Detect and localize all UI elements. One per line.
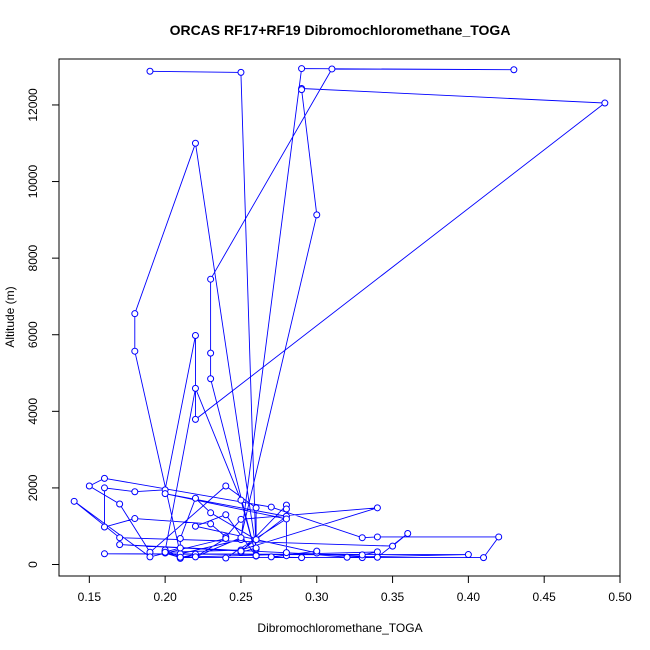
data-point [252, 552, 260, 560]
data-point [131, 488, 139, 496]
data-point [222, 554, 230, 562]
data-point [100, 550, 108, 558]
data-point [176, 553, 184, 561]
y-tick-label: 0 [26, 561, 40, 568]
data-point [207, 509, 215, 517]
x-tick-label: 0.25 [229, 590, 253, 604]
data-point [85, 482, 93, 490]
data-point [313, 547, 321, 555]
data-point [146, 67, 154, 75]
data-point [191, 415, 199, 423]
data-point [404, 529, 412, 537]
data-point [146, 553, 154, 561]
data-point [298, 554, 306, 562]
data-point [222, 482, 230, 490]
data-point [237, 496, 245, 504]
data-point [282, 515, 290, 523]
data-point [282, 549, 290, 557]
series-points [70, 65, 609, 562]
data-point [328, 65, 336, 73]
data-point [161, 490, 169, 498]
data-point [191, 139, 199, 147]
data-point [100, 523, 108, 531]
data-point [131, 310, 139, 318]
data-point [207, 349, 215, 357]
data-point [601, 99, 609, 107]
data-point [389, 542, 397, 550]
data-point [237, 547, 245, 555]
data-point [191, 331, 199, 339]
data-point [161, 548, 169, 556]
data-point [131, 347, 139, 355]
x-axis-label: Dibromochloromethane_TOGA [257, 621, 422, 635]
y-axis-label: Altitude (m) [3, 286, 17, 347]
data-point [116, 500, 124, 508]
data-point [343, 553, 351, 561]
data-point [116, 534, 124, 542]
data-point [116, 541, 124, 549]
x-tick-label: 0.40 [457, 590, 481, 604]
data-point [100, 484, 108, 492]
y-tick-label: 12000 [26, 88, 40, 122]
data-point [373, 553, 381, 561]
x-tick-label: 0.30 [305, 590, 329, 604]
data-point [176, 544, 184, 552]
data-point [207, 375, 215, 383]
data-point [464, 551, 472, 559]
data-point [252, 504, 260, 512]
data-point [207, 520, 215, 528]
x-tick-label: 0.35 [381, 590, 405, 604]
y-tick-label: 2000 [26, 474, 40, 501]
data-point [510, 66, 518, 74]
data-point [480, 554, 488, 562]
data-point [70, 497, 78, 505]
data-point [191, 494, 199, 502]
x-tick-label: 0.20 [153, 590, 177, 604]
y-axis: 0 2000 4000 6000 8000 10000 12000 [26, 88, 60, 568]
y-tick-label: 6000 [26, 321, 40, 348]
data-point [222, 511, 230, 519]
y-tick-label: 10000 [26, 165, 40, 199]
data-point [100, 474, 108, 482]
y-tick-label: 8000 [26, 244, 40, 271]
data-point [373, 504, 381, 512]
data-point [313, 211, 321, 219]
data-point [191, 384, 199, 392]
data-point [373, 533, 381, 541]
data-point [267, 503, 275, 511]
x-axis: 0.15 0.20 0.25 0.30 0.35 0.40 0.45 0.50 [78, 575, 632, 604]
data-point [252, 536, 260, 544]
data-point [237, 534, 245, 542]
data-point [176, 534, 184, 542]
data-point [222, 534, 230, 542]
data-point [298, 86, 306, 94]
x-tick-label: 0.50 [608, 590, 632, 604]
data-point [252, 544, 260, 552]
x-tick-label: 0.15 [78, 590, 102, 604]
data-point [191, 553, 199, 561]
data-point [207, 275, 215, 283]
data-point [237, 515, 245, 523]
data-point [237, 68, 245, 76]
data-point [282, 505, 290, 513]
chart-title: ORCAS RF17+RF19 Dibromochloromethane_TOG… [170, 22, 511, 38]
x-tick-label: 0.45 [533, 590, 557, 604]
data-point [131, 515, 139, 523]
data-point [191, 522, 199, 530]
data-point [298, 65, 306, 73]
data-point [358, 551, 366, 559]
data-point [358, 534, 366, 542]
y-tick-label: 4000 [26, 398, 40, 425]
data-point [495, 533, 503, 541]
data-point [267, 553, 275, 561]
